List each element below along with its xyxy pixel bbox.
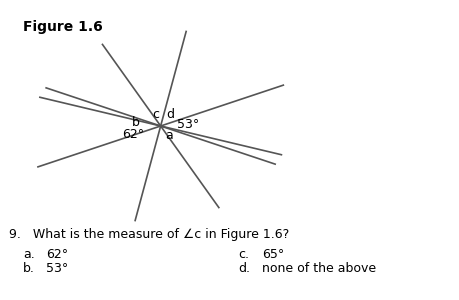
Text: 62°: 62°: [122, 128, 144, 141]
Text: 65°: 65°: [262, 248, 284, 260]
Text: a: a: [165, 128, 173, 142]
Text: 53°: 53°: [46, 262, 68, 275]
Text: Figure 1.6: Figure 1.6: [23, 20, 103, 34]
Text: c: c: [152, 107, 160, 121]
Text: 53°: 53°: [177, 118, 199, 131]
Text: a.: a.: [23, 248, 35, 260]
Text: b.: b.: [23, 262, 35, 275]
Text: 9.   What is the measure of ∠c in Figure 1.6?: 9. What is the measure of ∠c in Figure 1…: [9, 228, 290, 241]
Text: c.: c.: [239, 248, 250, 260]
Text: 62°: 62°: [46, 248, 68, 260]
Text: b: b: [131, 116, 140, 129]
Text: d: d: [167, 107, 175, 121]
Text: d.: d.: [239, 262, 251, 275]
Text: none of the above: none of the above: [262, 262, 376, 275]
